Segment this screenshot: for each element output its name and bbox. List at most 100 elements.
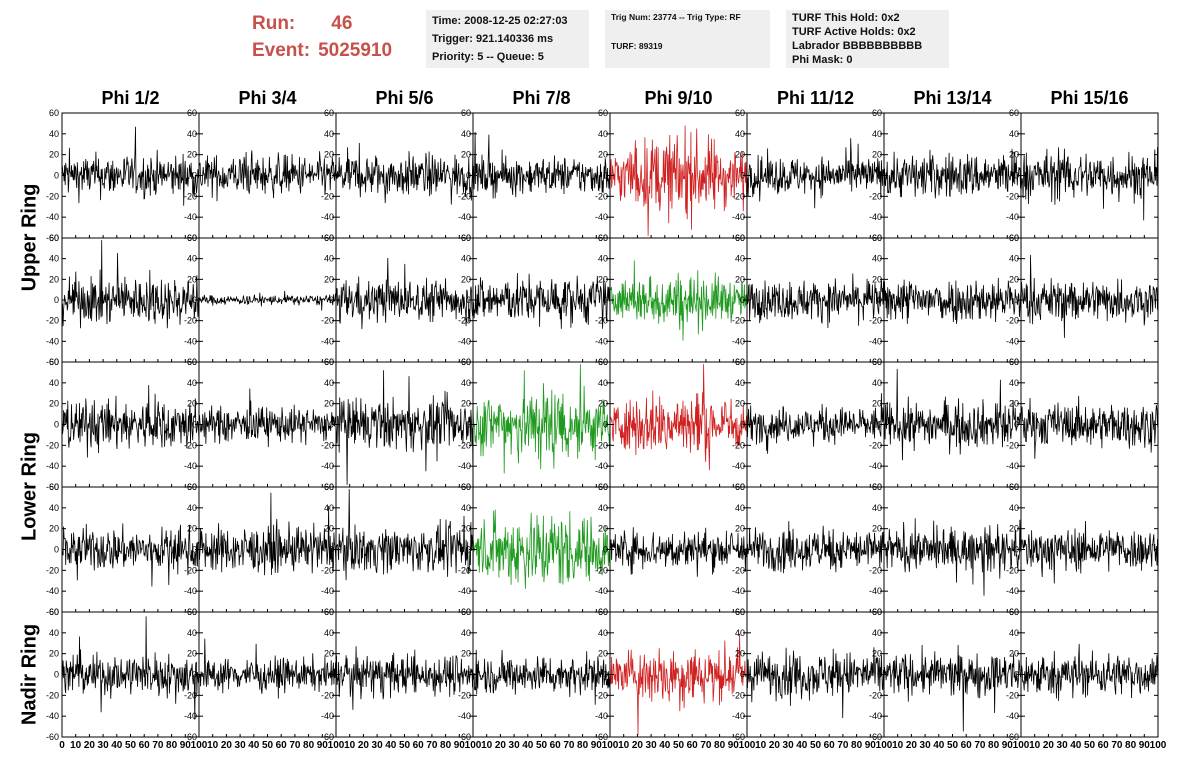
y-tick-label: 20 (1009, 150, 1019, 160)
x-tick-label: 50 (125, 740, 137, 751)
y-tick-label: 20 (872, 150, 882, 160)
y-tick-label: 0 (54, 295, 59, 305)
x-tick-label: 80 (166, 740, 178, 751)
y-tick-label: -20 (732, 191, 745, 201)
y-tick-label: -40 (869, 212, 882, 222)
y-tick-label: -20 (46, 690, 59, 700)
y-tick-label: -40 (458, 711, 471, 721)
y-tick-label: 0 (192, 295, 197, 305)
y-tick-label: -20 (46, 316, 59, 326)
y-tick-label: -40 (732, 212, 745, 222)
y-tick-label: 60 (461, 357, 471, 367)
y-tick-label: 0 (54, 420, 59, 430)
time-text: Time: 2008-12-25 02:27:03 (432, 15, 568, 27)
y-tick-label: 40 (187, 254, 197, 264)
event-value: 5025910 (318, 40, 393, 61)
waveform-trace (472, 364, 611, 474)
waveform-trace (609, 364, 748, 471)
y-tick-label: -20 (869, 690, 882, 700)
y-tick-label: 60 (187, 607, 197, 617)
y-tick-label: 60 (872, 357, 882, 367)
x-tick-label: 20 (358, 740, 370, 751)
y-tick-label: 20 (49, 524, 59, 534)
y-tick-label: -40 (595, 711, 608, 721)
waveform-trace (198, 388, 337, 448)
trigger-info-box: Time: 2008-12-25 02:27:03 Trigger: 921.1… (426, 10, 589, 68)
x-tick-label: 60 (413, 740, 425, 751)
run-label: Run: (252, 13, 296, 34)
y-tick-label: -40 (184, 212, 197, 222)
x-tick-label: 70 (1111, 740, 1123, 751)
y-tick-label: 40 (735, 254, 745, 264)
y-tick-label: 40 (324, 254, 334, 264)
y-tick-label: -20 (458, 440, 471, 450)
y-tick-label: 0 (54, 545, 59, 555)
waveform-trace (61, 523, 200, 587)
y-tick-label: 0 (740, 670, 745, 680)
y-tick-label: -60 (595, 732, 608, 742)
y-tick-label: 20 (461, 399, 471, 409)
x-tick-label: 80 (714, 740, 726, 751)
y-tick-label: 0 (329, 171, 334, 181)
y-tick-label: 60 (872, 233, 882, 243)
x-tick-label: 20 (221, 740, 233, 751)
y-tick-label: 20 (187, 649, 197, 659)
y-tick-label: -20 (595, 191, 608, 201)
y-tick-label: 60 (49, 607, 59, 617)
y-tick-label: 60 (461, 108, 471, 118)
x-tick-label: 30 (646, 740, 658, 751)
waveform-trace (1020, 395, 1159, 459)
y-tick-label: 60 (49, 482, 59, 492)
turf-info-box: TURF This Hold: 0x2 TURF Active Holds: 0… (786, 10, 949, 68)
y-tick-label: 40 (324, 378, 334, 388)
y-tick-label: -40 (46, 711, 59, 721)
y-tick-label: 60 (49, 233, 59, 243)
column-label: Phi 11/12 (777, 88, 854, 108)
y-tick-label: 60 (187, 357, 197, 367)
y-tick-label: -20 (732, 565, 745, 575)
y-tick-label: -40 (869, 711, 882, 721)
x-tick-label: 50 (262, 740, 274, 751)
y-tick-label: 40 (461, 503, 471, 513)
trigger-text: Trigger: 921.140336 ms (432, 33, 554, 45)
x-tick-label: 60 (1098, 740, 1110, 751)
y-tick-label: -20 (1006, 191, 1019, 201)
y-tick-label: 20 (1009, 524, 1019, 534)
y-tick-label: -40 (595, 461, 608, 471)
x-tick-label: 90 (865, 740, 877, 751)
y-tick-label: 20 (49, 274, 59, 284)
y-tick-label: 40 (49, 628, 59, 638)
waveform-trace (335, 142, 474, 205)
y-tick-label: 40 (1009, 129, 1019, 139)
y-tick-label: 0 (1014, 295, 1019, 305)
y-tick-label: 0 (329, 545, 334, 555)
y-tick-label: -40 (458, 336, 471, 346)
y-tick-label: 0 (603, 171, 608, 181)
y-tick-label: 60 (461, 607, 471, 617)
y-tick-label: -20 (184, 191, 197, 201)
x-tick-label: 90 (1002, 740, 1014, 751)
y-tick-label: 20 (735, 399, 745, 409)
y-tick-label: 60 (872, 108, 882, 118)
y-tick-label: -20 (184, 316, 197, 326)
waveform-trace (472, 509, 611, 589)
x-tick-label: 20 (906, 740, 918, 751)
y-tick-label: -40 (184, 461, 197, 471)
waveform-trace (883, 277, 1022, 324)
y-tick-label: 60 (49, 357, 59, 367)
y-tick-label: -40 (732, 336, 745, 346)
y-tick-label: 60 (735, 108, 745, 118)
x-tick-label: 50 (673, 740, 685, 751)
x-tick-label: 100 (739, 740, 756, 751)
y-tick-label: -60 (869, 732, 882, 742)
y-tick-label: 0 (466, 670, 471, 680)
row-label: Lower Ring (18, 432, 41, 541)
x-tick-label: 20 (495, 740, 507, 751)
y-tick-label: 40 (49, 503, 59, 513)
y-tick-label: -40 (184, 336, 197, 346)
x-tick-label: 0 (59, 740, 65, 751)
y-tick-label: 20 (735, 274, 745, 284)
x-tick-label: 90 (180, 740, 192, 751)
x-tick-label: 100 (1150, 740, 1167, 751)
y-tick-label: 40 (324, 503, 334, 513)
